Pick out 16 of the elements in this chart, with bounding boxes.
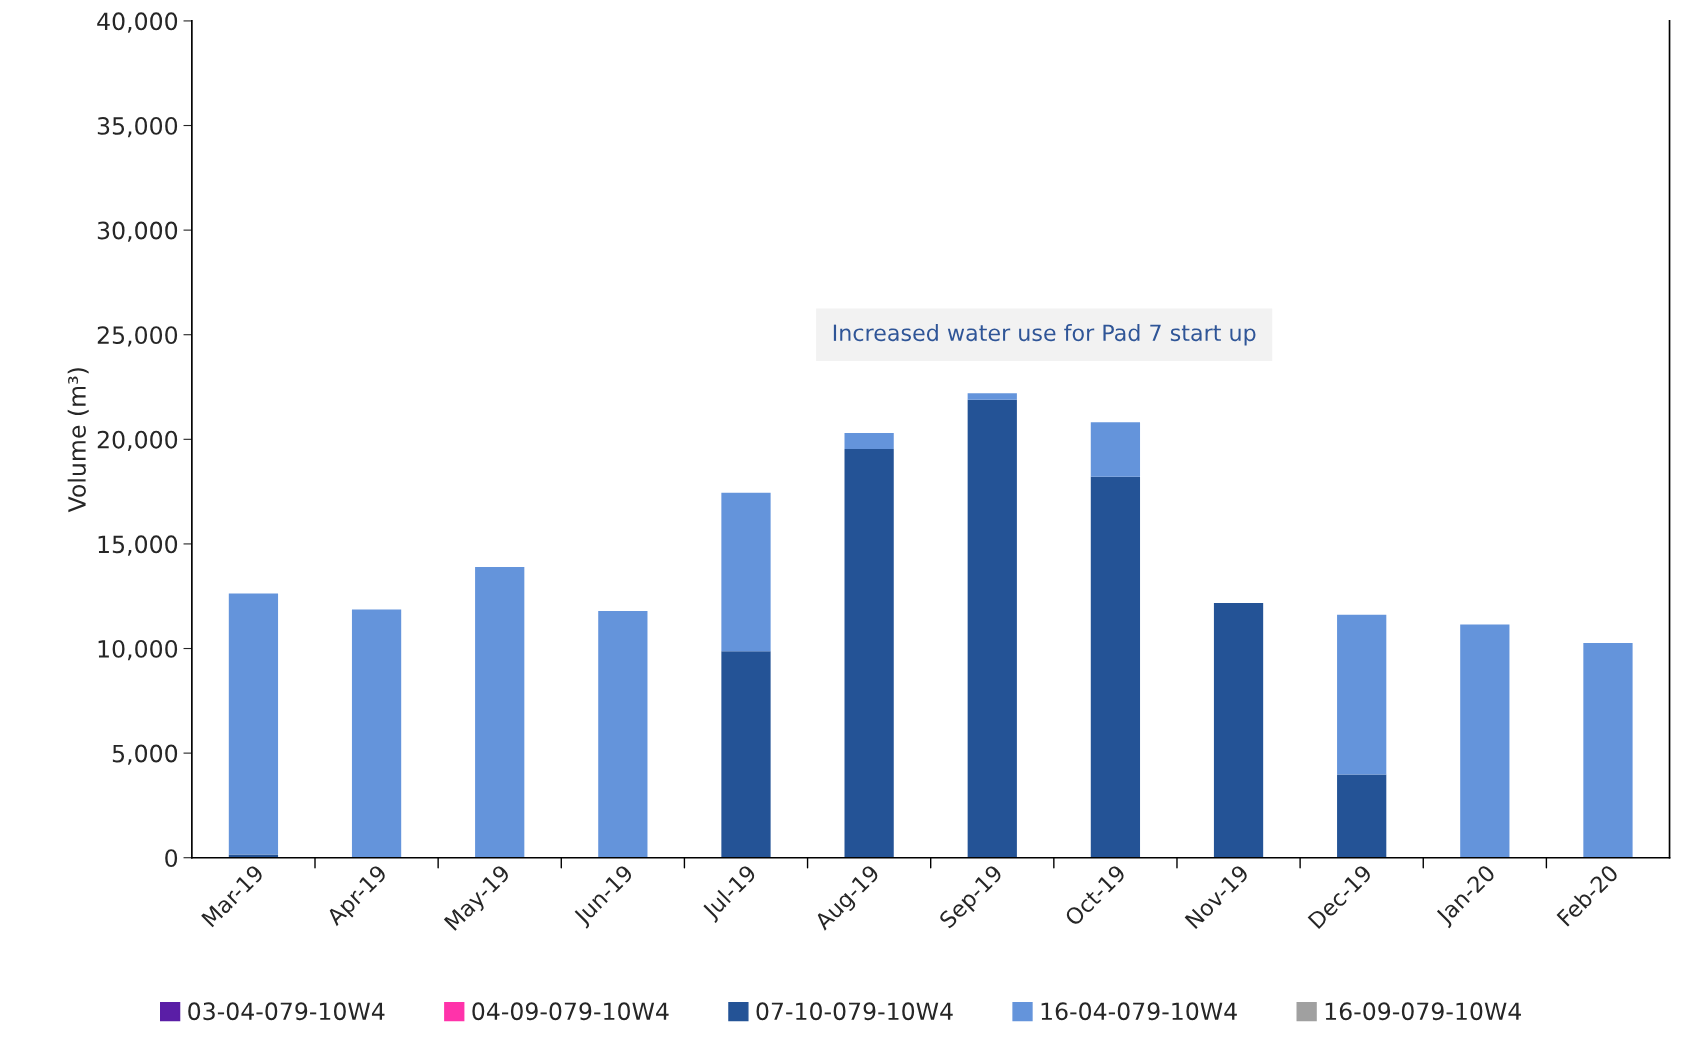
y-axis-title: Volume (m³) — [67, 368, 89, 513]
legend-label: 16-09-079-10W4 — [1325, 1002, 1521, 1021]
y-tick-label: 0 — [165, 849, 178, 868]
y-tick-label: 30,000 — [97, 221, 178, 242]
y-tick-label: 25,000 — [97, 326, 178, 347]
y-tick-label: 20,000 — [97, 430, 178, 452]
legend-label: 04-09-079-10W4 — [472, 1002, 669, 1021]
y-tick-label: 15,000 — [98, 535, 178, 556]
y-tick-label: 10,000 — [98, 639, 178, 661]
annotation: Increased water use for Pad 7 start up — [833, 323, 1256, 346]
legend-label: 07-10-079-10W4 — [756, 1002, 953, 1021]
y-tick-label: 35,000 — [97, 116, 178, 138]
y-tick-label: 5,000 — [112, 744, 178, 765]
legend-label: 03-04-079-10W4 — [188, 1002, 385, 1021]
legend-label: 16-04-079-10W4 — [1041, 1002, 1237, 1021]
y-tick-label: 40,000 — [97, 12, 178, 33]
